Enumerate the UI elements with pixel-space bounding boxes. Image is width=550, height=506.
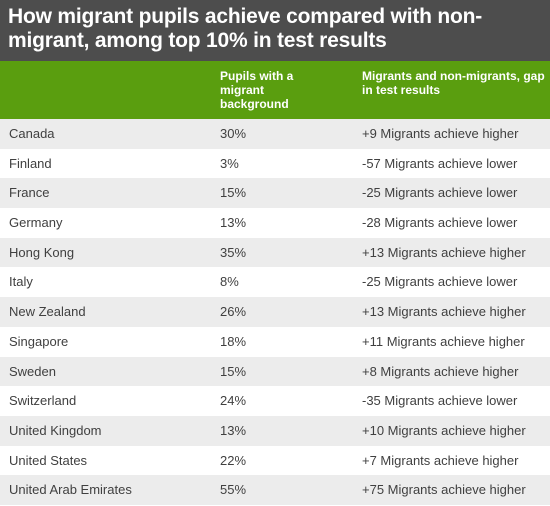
test-gap-cell: -25 Migrants achieve lower: [362, 185, 518, 201]
test-gap-cell: -28 Migrants achieve lower: [362, 215, 518, 231]
table-row: United States 22% +7 Migrants achieve high…: [0, 445, 550, 476]
country-cell: United Arab Emirates: [9, 482, 132, 498]
migrant-share-cell: 30%: [220, 126, 247, 141]
table-row: United Kingdom 13% +10 Migrants achieve hi…: [0, 415, 550, 446]
country-cell: Sweden: [9, 363, 56, 379]
migrant-share-cell: 35%: [220, 244, 247, 260]
table-header: Pupils with a migrant background Migrant…: [0, 61, 550, 119]
test-gap-cell: -25 Migrants achieve lower: [362, 274, 518, 290]
country-cell: United States: [9, 452, 88, 468]
table-row: Switzerland 24% -35 Migrants achieve lower: [0, 386, 550, 416]
table-body: Canada 30% +9 Migrants achieve higher Finla…: [0, 119, 550, 505]
country-cell: Singapore: [9, 333, 69, 349]
migrant-share-cell: 3%: [220, 155, 239, 171]
test-gap-cell: +75 Migrants achieve higher: [362, 482, 526, 498]
test-gap-cell: +11 Migrants achieve higher: [362, 333, 525, 349]
migrant-share-cell: 13%: [220, 215, 247, 231]
country-cell: United Kingdom: [9, 422, 102, 438]
test-gap-cell: +10 Migrants achieve higher: [362, 422, 526, 438]
country-cell: Switzerland: [9, 393, 77, 409]
table-row: United Arab Emirates 55% +75 Migrants achi…: [0, 475, 550, 505]
test-gap-cell: +8 Migrants achieve higher: [362, 363, 519, 379]
table-row: Italy 8% -25 Migrants achieve lower: [0, 267, 550, 298]
country-cell: Finland: [9, 155, 52, 171]
table-row: Hong Kong 35% +13 Migrants achieve higher: [0, 237, 550, 268]
test-gap-cell: +7 Migrants achieve higher: [362, 452, 519, 468]
country-cell: France: [9, 185, 50, 201]
table-row: Sweden 15% +8 Migrants achieve higher: [0, 356, 550, 387]
country-cell: New Zealand: [9, 304, 86, 320]
test-gap-cell: +13 Migrants achieve higher: [362, 304, 526, 320]
country-cell: Italy: [9, 274, 33, 290]
migrant-share-cell: 15%: [220, 363, 247, 379]
column-header-migrant-share: Pupils with a migrant background: [220, 69, 294, 111]
table-row: Singapore 18% +11 Migrants achieve higher: [0, 326, 550, 357]
table-row: France 15% -25 Migrants achieve lower: [0, 178, 550, 209]
migrant-share-cell: 26%: [220, 304, 247, 320]
migrant-share-cell: 18%: [220, 333, 247, 349]
title-bar: How migrant pupils achieve compared with…: [0, 0, 550, 61]
table-row: Canada 30% +9 Migrants achieve higher: [0, 119, 550, 149]
migrant-share-cell: 15%: [220, 185, 247, 201]
table-row: Finland 3% -57 Migrants achieve lower: [0, 148, 550, 179]
migrant-share-cell: 24%: [220, 393, 247, 409]
test-gap-cell: -57 Migrants achieve lower: [362, 155, 518, 171]
column-header-test-gap: Migrants and non-migrants, gap in test r…: [362, 69, 545, 97]
test-gap-cell: -35 Migrants achieve lower: [362, 393, 518, 409]
migrant-share-cell: 55%: [220, 482, 247, 498]
table-row: Germany 13% -28 Migrants achieve lower: [0, 208, 550, 238]
migrant-share-cell: 22%: [220, 452, 247, 468]
migrant-share-cell: 13%: [220, 422, 247, 438]
country-cell: Germany: [9, 215, 63, 231]
chart-title: How migrant pupils achieve compared with…: [8, 5, 483, 52]
test-gap-cell: +13 Migrants achieve higher: [362, 244, 526, 260]
country-cell: Canada: [9, 126, 55, 141]
test-gap-cell: +9 Migrants achieve higher: [362, 126, 519, 141]
migrant-share-cell: 8%: [220, 274, 239, 290]
table-row: New Zealand 26% +13 Migrants achieve highe…: [0, 297, 550, 327]
country-cell: Hong Kong: [9, 244, 75, 260]
